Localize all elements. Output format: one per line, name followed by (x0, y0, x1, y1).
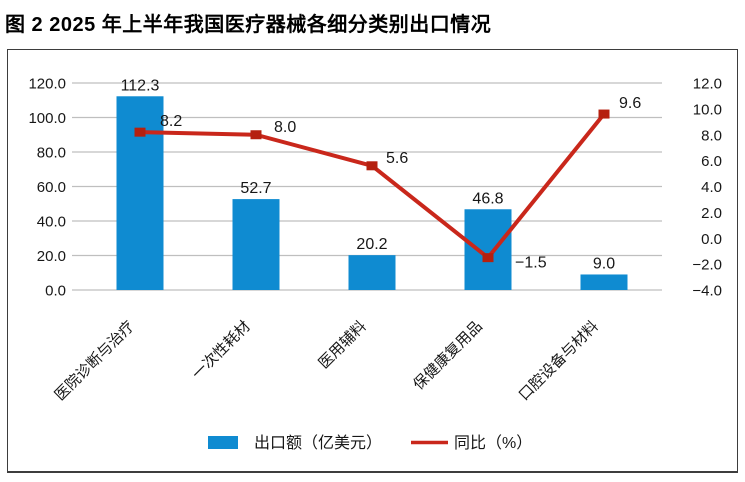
line-marker-2 (250, 130, 262, 140)
left-axis-tick-label: 20.0 (37, 248, 66, 265)
left-axis-tick-label: 60.0 (37, 179, 66, 196)
line-value-label: 8.0 (274, 119, 296, 136)
bar-5 (580, 274, 628, 290)
legend-bar-swatch (208, 436, 238, 449)
bar-value-label: 46.8 (472, 190, 503, 207)
line-marker-4 (482, 253, 494, 263)
category-label: 医用辅料 (315, 318, 369, 372)
right-axis-tick-label: 10.0 (693, 101, 722, 118)
line-marker-1 (134, 127, 146, 137)
right-axis-tick-label: 6.0 (701, 153, 722, 170)
category-label: 保健康复用品 (409, 317, 485, 393)
line-value-label: 8.2 (160, 113, 182, 130)
line-marker-5 (598, 109, 610, 119)
line-value-label: −1.5 (515, 255, 547, 272)
bar-1 (116, 96, 164, 290)
bar-2 (232, 199, 280, 290)
bar-value-label: 9.0 (593, 255, 615, 272)
right-axis-tick-label: 2.0 (701, 205, 722, 222)
right-axis-tick-label: 4.0 (701, 179, 722, 196)
category-label: 医院诊断与治疗 (51, 317, 138, 404)
bar-value-label: 20.2 (356, 236, 387, 253)
line-value-label: 5.6 (386, 150, 408, 167)
left-axis-tick-label: 40.0 (37, 214, 66, 231)
left-axis-tick-label: 0.0 (45, 283, 66, 300)
bar-value-label: 112.3 (121, 77, 160, 94)
category-label: 一次性耗材 (189, 318, 254, 383)
right-axis-tick-label: 8.0 (701, 127, 722, 144)
bar-3 (348, 255, 396, 290)
legend-bar-label: 出口额（亿美元） (254, 434, 382, 452)
bar-4 (464, 209, 512, 290)
right-axis-tick-label: 0.0 (701, 231, 722, 248)
left-axis-tick-label: 120.0 (28, 76, 66, 93)
combo-chart: 120.0 100.0 80.0 60.0 40.0 20.0 0.0 12.0 10.0 8.0… (28, 76, 722, 453)
category-label: 口腔设备与材料 (516, 318, 602, 404)
bar-value-label: 52.7 (240, 180, 271, 197)
right-axis-tick-label: −4.0 (692, 283, 722, 300)
right-axis-tick-label: 12.0 (693, 76, 722, 93)
chart-frame: 120.0 100.0 80.0 60.0 40.0 20.0 0.0 12.0 10.0 8.0… (7, 49, 738, 473)
line-value-label: 9.6 (619, 95, 641, 112)
line-marker-3 (366, 161, 378, 171)
left-axis-tick-label: 80.0 (37, 145, 66, 162)
right-axis-tick-label: −2.0 (692, 257, 722, 274)
left-axis-tick-label: 100.0 (28, 110, 66, 127)
legend-line-label: 同比（%） (454, 434, 532, 452)
figure-title: 图 2 2025 年上半年我国医疗器械各细分类别出口情况 (5, 14, 492, 36)
